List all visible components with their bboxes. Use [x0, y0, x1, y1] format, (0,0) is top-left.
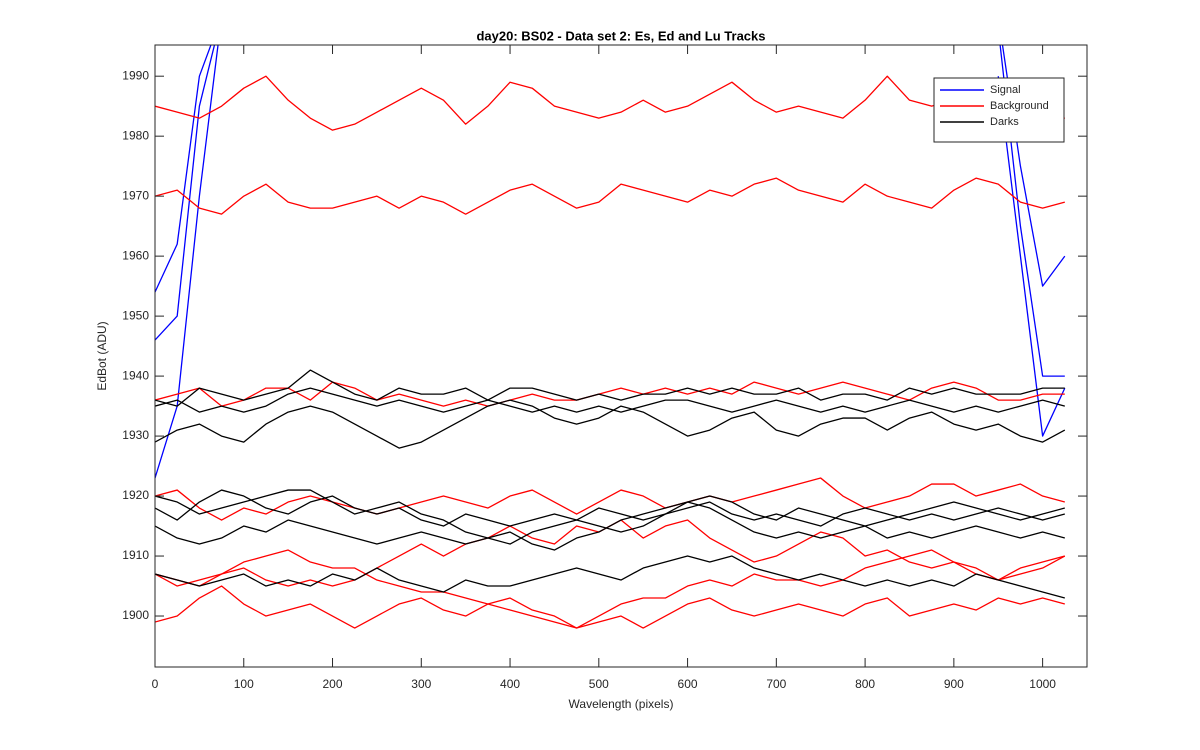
x-tick-label: 800 — [855, 677, 875, 691]
y-tick-label: 1900 — [122, 608, 149, 622]
x-tick-label: 200 — [323, 677, 343, 691]
data-line — [155, 489, 1065, 527]
data-line — [155, 489, 1065, 545]
data-line — [155, 75, 1065, 131]
y-tick-label: 1960 — [122, 248, 149, 262]
data-line — [155, 387, 1065, 413]
legend-label: Signal — [990, 84, 1021, 96]
y-tick-label: 1920 — [122, 488, 149, 502]
data-line — [155, 549, 1066, 629]
data-line — [155, 585, 1065, 629]
x-tick-label: 700 — [766, 677, 786, 691]
x-tick-label: 300 — [411, 677, 431, 691]
y-tick-label: 1940 — [122, 368, 149, 382]
data-line — [155, 45, 1066, 479]
data-line — [155, 399, 1066, 449]
y-tick-label: 1950 — [122, 308, 149, 322]
chart-title: day20: BS02 - Data set 2: Es, Ed and Lu … — [476, 28, 765, 43]
x-tick-label: 500 — [589, 677, 609, 691]
y-tick-label: 1930 — [122, 428, 149, 442]
x-tick-label: 1000 — [1029, 677, 1056, 691]
data-line — [155, 555, 1065, 599]
x-tick-label: 100 — [234, 677, 254, 691]
plot-frame — [154, 44, 1088, 668]
y-tick-label: 1910 — [122, 548, 149, 562]
legend-box — [933, 77, 1065, 143]
y-axis-label: EdBot (ADU) — [95, 321, 109, 390]
legend-label: Background — [990, 100, 1049, 112]
axes: 0 100 200 300 400 500 600 700 800 900 1000 1900 1910… — [122, 45, 1087, 691]
y-tick-label: 1990 — [122, 68, 149, 82]
data-line — [155, 177, 1065, 215]
x-axis-label: Wavelength (pixels) — [569, 697, 674, 711]
data-line — [155, 381, 1065, 407]
x-tick-label: 600 — [678, 677, 698, 691]
legend-label: Darks — [990, 116, 1019, 128]
data-line — [155, 477, 1065, 521]
x-tick-label: 900 — [944, 677, 964, 691]
legend: Signal Background Darks — [933, 77, 1065, 143]
y-tick-label: 1980 — [122, 128, 149, 142]
data-line — [155, 501, 1065, 551]
y-tick-label: 1970 — [122, 188, 149, 202]
x-tick-label: 400 — [500, 677, 520, 691]
x-tick-label: 0 — [152, 677, 159, 691]
line-layer — [155, 45, 1066, 629]
plot-area — [155, 45, 1087, 667]
data-line — [155, 369, 1065, 407]
